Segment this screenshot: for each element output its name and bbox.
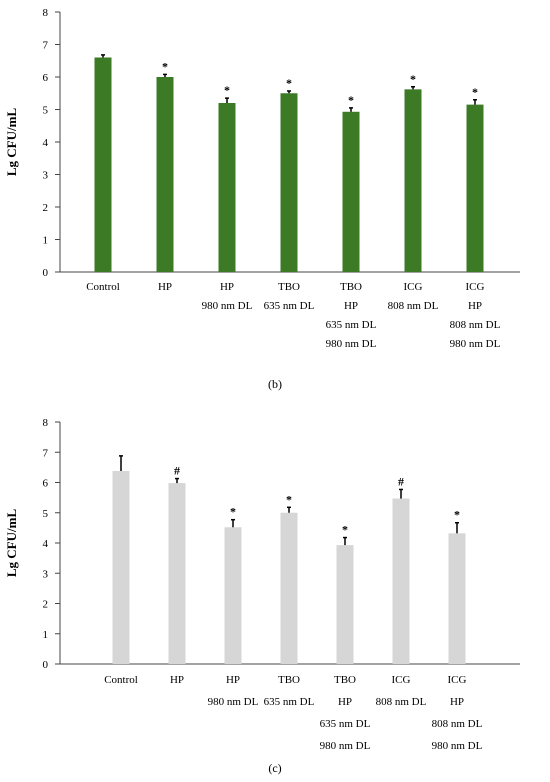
- significance-marker: #: [398, 474, 404, 488]
- bar: [448, 533, 466, 664]
- y-tick-label: 7: [43, 40, 49, 52]
- category-label: 980 nm DL: [326, 338, 377, 350]
- y-tick-label: 3: [43, 170, 49, 182]
- significance-marker: *: [348, 93, 354, 107]
- category-label: ICG: [448, 674, 467, 686]
- significance-marker: *: [454, 508, 460, 522]
- bar: [112, 471, 130, 664]
- category-label: 980 nm DL: [432, 740, 483, 752]
- y-tick-label: 3: [43, 568, 49, 580]
- category-label: Control: [86, 281, 120, 293]
- category-label: 635 nm DL: [320, 718, 371, 730]
- category-label: TBO: [340, 281, 362, 293]
- category-label: TBO: [278, 281, 300, 293]
- category-label: 808 nm DL: [432, 718, 483, 730]
- bar: [392, 498, 410, 664]
- significance-marker: *: [230, 505, 236, 519]
- category-label: HP: [344, 300, 358, 312]
- y-axis-title: Lg CFU/mL: [4, 509, 19, 578]
- bar: [224, 527, 242, 664]
- category-label: HP: [338, 696, 352, 708]
- category-label: HP: [220, 281, 234, 293]
- category-label: HP: [170, 674, 184, 686]
- y-tick-label: 4: [43, 137, 49, 149]
- y-tick-label: 2: [43, 599, 49, 611]
- y-tick-label: 4: [43, 538, 49, 550]
- category-label: 980 nm DL: [202, 300, 253, 312]
- y-tick-label: 6: [43, 72, 49, 84]
- bar: [280, 512, 298, 664]
- category-label: 808 nm DL: [450, 319, 501, 331]
- category-label: ICG: [466, 281, 485, 293]
- significance-marker: #: [174, 464, 180, 478]
- category-label: 980 nm DL: [450, 338, 501, 350]
- category-label: HP: [226, 674, 240, 686]
- bar: [280, 93, 298, 272]
- y-tick-label: 8: [43, 417, 49, 429]
- y-tick-label: 2: [43, 202, 49, 214]
- category-label: 635 nm DL: [264, 300, 315, 312]
- y-tick-label: 8: [43, 7, 49, 19]
- category-label: 635 nm DL: [326, 319, 377, 331]
- category-label: 980 nm DL: [320, 740, 371, 752]
- bar: [218, 103, 236, 272]
- significance-marker: *: [286, 492, 292, 506]
- category-label: 980 nm DL: [208, 696, 259, 708]
- figure-caption: (b): [268, 377, 282, 391]
- y-tick-label: 0: [43, 267, 49, 279]
- bar: [336, 545, 354, 664]
- category-label: HP: [158, 281, 172, 293]
- bar: [156, 77, 174, 272]
- chart-b: 0 1 2 3 4 5 6 7 8 Lg CFU/mL Control * HP * HP 980 nm DL…: [4, 7, 520, 391]
- y-tick-label: 1: [43, 629, 49, 641]
- y-tick-label: 6: [43, 478, 49, 490]
- y-tick-label: 1: [43, 235, 49, 247]
- y-tick-label: 5: [43, 508, 49, 520]
- category-label: ICG: [392, 674, 411, 686]
- category-label: 808 nm DL: [388, 300, 439, 312]
- bar: [168, 483, 186, 664]
- significance-marker: *: [342, 523, 348, 537]
- y-tick-label: 7: [43, 447, 49, 459]
- y-tick-label: 5: [43, 105, 49, 117]
- bar: [466, 104, 484, 272]
- significance-marker: *: [162, 59, 168, 73]
- significance-marker: *: [224, 83, 230, 97]
- bar: [94, 57, 112, 272]
- y-axis-title: Lg CFU/mL: [4, 108, 19, 177]
- category-label: 635 nm DL: [264, 696, 315, 708]
- category-label: Control: [104, 674, 138, 686]
- chart-c: 0 1 2 3 4 5 6 7 8 Lg CFU/mL Control # HP * HP 980 nm DL…: [4, 417, 520, 775]
- category-label: HP: [468, 300, 482, 312]
- category-label: 808 nm DL: [376, 696, 427, 708]
- bar: [404, 89, 422, 272]
- category-label: TBO: [334, 674, 356, 686]
- y-tick-label: 0: [43, 659, 49, 671]
- significance-marker: *: [286, 76, 292, 90]
- significance-marker: *: [410, 72, 416, 86]
- category-label: ICG: [404, 281, 423, 293]
- bar: [342, 111, 360, 273]
- significance-marker: *: [472, 85, 478, 99]
- figure-caption: (c): [268, 761, 281, 775]
- category-label: HP: [450, 696, 464, 708]
- category-label: TBO: [278, 674, 300, 686]
